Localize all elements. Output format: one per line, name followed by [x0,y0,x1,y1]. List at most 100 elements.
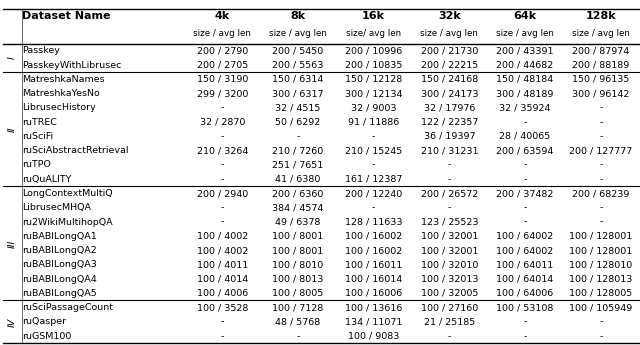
Text: 100 / 128001: 100 / 128001 [569,246,632,255]
Text: ruBABILongQA2: ruBABILongQA2 [22,246,97,255]
Text: -: - [221,175,224,184]
Text: 210 / 3264: 210 / 3264 [196,146,248,155]
Text: -: - [524,317,527,326]
Text: -: - [599,132,602,141]
Text: -: - [599,160,602,169]
Text: 200 / 43391: 200 / 43391 [497,46,554,56]
Text: 150 / 96135: 150 / 96135 [572,75,630,84]
Text: 100 / 64014: 100 / 64014 [497,275,554,284]
Text: -: - [448,160,451,169]
Text: 8k: 8k [291,11,305,21]
Text: size / avg len: size / avg len [420,29,478,38]
Text: III: III [8,239,17,248]
Text: 200 / 68239: 200 / 68239 [572,189,630,198]
Text: 128 / 11633: 128 / 11633 [345,218,403,227]
Text: 16k: 16k [362,11,385,21]
Text: 210 / 7260: 210 / 7260 [272,146,324,155]
Text: -: - [524,218,527,227]
Text: -: - [524,203,527,212]
Text: 100 / 4014: 100 / 4014 [196,275,248,284]
Text: size / avg len: size / avg len [572,29,630,38]
Text: 300 / 6317: 300 / 6317 [272,89,324,98]
Text: II: II [8,127,17,132]
Text: 200 / 5450: 200 / 5450 [272,46,324,56]
Text: 200 / 44682: 200 / 44682 [497,61,554,70]
Text: LibrusecMHQA: LibrusecMHQA [22,203,92,212]
Text: ruSciPassageCount: ruSciPassageCount [22,303,113,312]
Text: 200 / 2705: 200 / 2705 [196,61,248,70]
Text: I: I [8,57,17,59]
Text: 200 / 26572: 200 / 26572 [420,189,478,198]
Text: 300 / 24173: 300 / 24173 [420,89,478,98]
Text: 100 / 64011: 100 / 64011 [497,260,554,269]
Text: -: - [524,332,527,341]
Text: LibrusecHistory: LibrusecHistory [22,104,96,112]
Text: 150 / 24168: 150 / 24168 [420,75,478,84]
Text: 300 / 96142: 300 / 96142 [572,89,630,98]
Text: PasskeyWithLibrusec: PasskeyWithLibrusec [22,61,122,70]
Text: 41 / 6380: 41 / 6380 [275,175,321,184]
Text: -: - [599,332,602,341]
Text: Passkey: Passkey [22,46,60,56]
Text: -: - [524,175,527,184]
Text: 32 / 4515: 32 / 4515 [275,104,321,112]
Text: 100 / 64002: 100 / 64002 [497,246,554,255]
Text: 300 / 48189: 300 / 48189 [497,89,554,98]
Text: 210 / 31231: 210 / 31231 [420,146,478,155]
Text: ruGSM100: ruGSM100 [22,332,72,341]
Text: 100 / 8010: 100 / 8010 [272,260,324,269]
Text: 32 / 9003: 32 / 9003 [351,104,396,112]
Text: 100 / 16006: 100 / 16006 [345,289,403,298]
Text: IV: IV [8,317,17,326]
Text: 100 / 128005: 100 / 128005 [569,289,632,298]
Text: 122 / 22357: 122 / 22357 [420,118,478,127]
Text: 100 / 64002: 100 / 64002 [497,232,554,241]
Text: ruQasper: ruQasper [22,317,67,326]
Text: 100 / 64006: 100 / 64006 [497,289,554,298]
Text: 100 / 16011: 100 / 16011 [345,260,403,269]
Text: 100 / 128001: 100 / 128001 [569,232,632,241]
Text: -: - [599,317,602,326]
Text: -: - [599,118,602,127]
Text: 100 / 16002: 100 / 16002 [345,246,403,255]
Text: 200 / 127777: 200 / 127777 [569,146,632,155]
Text: ruBABILongQA5: ruBABILongQA5 [22,289,97,298]
Text: 91 / 11886: 91 / 11886 [348,118,399,127]
Text: 100 / 9083: 100 / 9083 [348,332,399,341]
Text: 150 / 6314: 150 / 6314 [272,75,324,84]
Text: 100 / 32001: 100 / 32001 [420,246,478,255]
Text: -: - [448,175,451,184]
Text: 134 / 11071: 134 / 11071 [345,317,403,326]
Text: 100 / 16002: 100 / 16002 [345,232,403,241]
Text: ruBABILongQA4: ruBABILongQA4 [22,275,97,284]
Text: size / avg len: size / avg len [193,29,251,38]
Text: 100 / 3528: 100 / 3528 [196,303,248,312]
Text: 100 / 4002: 100 / 4002 [196,232,248,241]
Text: size / avg len: size / avg len [496,29,554,38]
Text: 100 / 128010: 100 / 128010 [569,260,632,269]
Text: ruTREC: ruTREC [22,118,57,127]
Text: -: - [599,104,602,112]
Text: -: - [372,203,375,212]
Text: 200 / 37482: 200 / 37482 [497,189,554,198]
Text: 4k: 4k [214,11,230,21]
Text: -: - [221,160,224,169]
Text: 100 / 32001: 100 / 32001 [420,232,478,241]
Text: Dataset Name: Dataset Name [22,11,111,21]
Text: 100 / 4002: 100 / 4002 [196,246,248,255]
Text: 300 / 12134: 300 / 12134 [345,89,403,98]
Text: 384 / 4574: 384 / 4574 [272,203,324,212]
Text: 100 / 8001: 100 / 8001 [272,232,324,241]
Text: 32 / 17976: 32 / 17976 [424,104,475,112]
Text: 100 / 16014: 100 / 16014 [345,275,403,284]
Text: 100 / 13616: 100 / 13616 [345,303,403,312]
Text: 200 / 10835: 200 / 10835 [345,61,403,70]
Text: 100 / 105949: 100 / 105949 [569,303,632,312]
Text: 100 / 27160: 100 / 27160 [420,303,478,312]
Text: 161 / 12387: 161 / 12387 [345,175,403,184]
Text: -: - [296,332,300,341]
Text: -: - [599,218,602,227]
Text: -: - [221,203,224,212]
Text: -: - [372,160,375,169]
Text: size / avg len: size / avg len [269,29,327,38]
